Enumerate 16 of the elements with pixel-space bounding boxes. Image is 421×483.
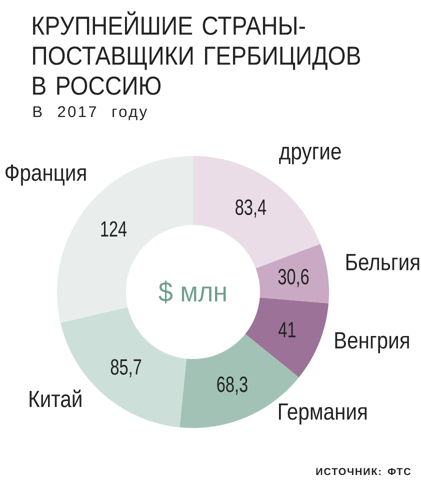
slice-label: Германия xyxy=(278,403,367,425)
slice-label: другие xyxy=(279,146,341,164)
slice-label: Бельгия xyxy=(346,254,420,270)
text: $ млн xyxy=(158,280,226,304)
chart-title: КРУПНЕЙШИЕ СТРАНЫ-ПОСТАВЩИКИ ГЕРБИЦИДОВ В РОССИЮ xyxy=(33,11,360,95)
data-label: 41 xyxy=(278,322,296,338)
chart-subtitle: В 2017 году xyxy=(33,106,148,120)
slice-label: Китай xyxy=(30,390,82,408)
data-label: 85,7 xyxy=(110,359,142,378)
slice-label: Франция xyxy=(6,164,86,186)
data-label: 83,4 xyxy=(236,199,266,218)
data-label: 124 xyxy=(101,221,127,237)
data-label: 68,3 xyxy=(217,376,248,395)
text: ИСТОЧНИК: ФТС xyxy=(316,468,411,476)
slice-label: Венгрия xyxy=(335,332,409,354)
data-label: 30,6 xyxy=(278,268,309,288)
